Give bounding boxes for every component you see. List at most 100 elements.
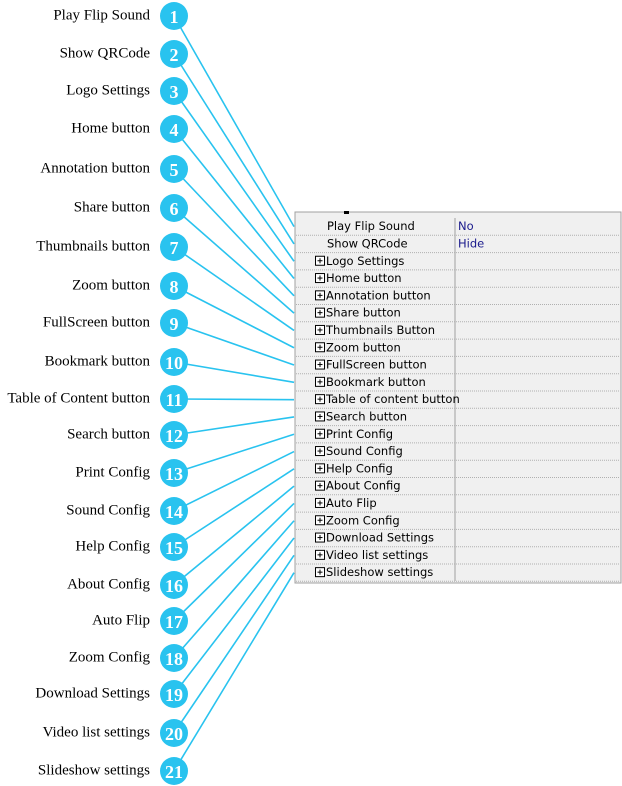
callout-number: 8 [170, 277, 179, 297]
row-name: Thumbnails Button [325, 323, 435, 337]
connector [173, 322, 295, 366]
connector [173, 361, 295, 384]
row-name: Show QRCode [327, 236, 408, 250]
connector [173, 207, 295, 314]
callout-badge [160, 385, 188, 413]
callout-number: 13 [165, 464, 183, 484]
callout-label: Print Config [75, 464, 150, 480]
row-name: About Config [326, 479, 401, 493]
callout-number: 7 [170, 238, 179, 258]
callout-label: Share button [74, 199, 151, 215]
callout-number: 20 [165, 724, 183, 744]
row-name: Home button [326, 271, 402, 285]
row-name: Print Config [326, 427, 393, 441]
callout-number: 3 [170, 82, 179, 102]
callout-number: 6 [170, 199, 179, 219]
callout-number: 19 [165, 685, 183, 705]
connector [173, 520, 295, 659]
row-name: Bookmark button [326, 375, 426, 389]
callout-badge [160, 533, 188, 561]
callout-number: 17 [165, 612, 183, 632]
connector [173, 554, 295, 734]
connector [173, 468, 295, 548]
callout-badge [160, 497, 188, 525]
connector [173, 485, 295, 586]
connector [173, 398, 295, 401]
connector [173, 572, 295, 772]
callout-label: Auto Flip [92, 612, 150, 628]
row-name: Play Flip Sound [327, 219, 415, 233]
callout-label: Show QRCode [60, 45, 151, 61]
callout-label: Slideshow settings [38, 762, 150, 778]
callout-label: Thumbnails button [36, 238, 150, 254]
connector [173, 450, 295, 512]
connector [173, 433, 295, 474]
connector [173, 168, 295, 297]
callout-badge [160, 644, 188, 672]
row-name: Table of content button [325, 392, 460, 406]
row-name: Search button [326, 409, 407, 423]
callout-badge [160, 115, 188, 143]
callout-badge [160, 233, 188, 261]
connector [173, 128, 295, 280]
connector [173, 15, 295, 228]
callout-badge [160, 421, 188, 449]
property-panel [294, 211, 622, 584]
connector [173, 502, 295, 622]
row-name: Logo Settings [326, 254, 404, 268]
callout-label: Zoom button [72, 277, 150, 293]
row-name: FullScreen button [326, 358, 427, 372]
callout-label: Annotation button [40, 160, 150, 176]
callout-number: 14 [165, 502, 183, 522]
panel-marker [344, 211, 349, 214]
callout-number: 15 [165, 538, 183, 558]
callout-badge [160, 155, 188, 183]
connector [173, 416, 295, 436]
connector [173, 537, 295, 695]
row-name: Help Config [326, 461, 393, 475]
callout-number: 1 [170, 7, 179, 27]
callout-label: Search button [67, 426, 150, 442]
row-name: Sound Config [326, 444, 403, 458]
connector [173, 285, 295, 349]
callout-badge [160, 272, 188, 300]
callout-badge [160, 40, 188, 68]
callout-badge [160, 571, 188, 599]
callout-label: Play Flip Sound [53, 7, 150, 23]
callout-number: 12 [165, 426, 183, 446]
row-name: Video list settings [326, 548, 428, 562]
callout-label: Zoom Config [69, 649, 151, 665]
row-name: Zoom Config [326, 513, 400, 527]
callout-number: 9 [170, 314, 179, 334]
callout-label: FullScreen button [43, 314, 151, 330]
callout-badge [160, 757, 188, 785]
callout-label: Logo Settings [66, 82, 150, 98]
callout-badge [160, 719, 188, 747]
callout-number: 11 [165, 390, 182, 410]
callout-badge [160, 77, 188, 105]
callout-label: Sound Config [66, 502, 150, 518]
callout-number: 16 [165, 576, 183, 596]
callout-badge [160, 459, 188, 487]
callout-label: Table of Content button [7, 390, 150, 406]
callout-badge [160, 309, 188, 337]
row-value: No [458, 219, 474, 233]
connector [173, 90, 295, 262]
callout-label: Download Settings [35, 685, 150, 701]
callout-badge [160, 348, 188, 376]
callout-badge [160, 607, 188, 635]
callout-number: 2 [170, 45, 179, 65]
callout-badge [160, 2, 188, 30]
callout-number: 10 [165, 353, 183, 373]
connector [173, 246, 295, 332]
callout-label: Video list settings [43, 724, 151, 740]
callout-badge [160, 194, 188, 222]
callout-badge [160, 680, 188, 708]
connector [173, 53, 295, 245]
callout-number: 5 [170, 160, 179, 180]
callout-label: Home button [71, 120, 150, 136]
callout-number: 18 [165, 649, 183, 669]
row-name: Zoom button [326, 340, 401, 354]
callout-label: Help Config [75, 538, 150, 554]
row-value: Hide [458, 236, 484, 250]
